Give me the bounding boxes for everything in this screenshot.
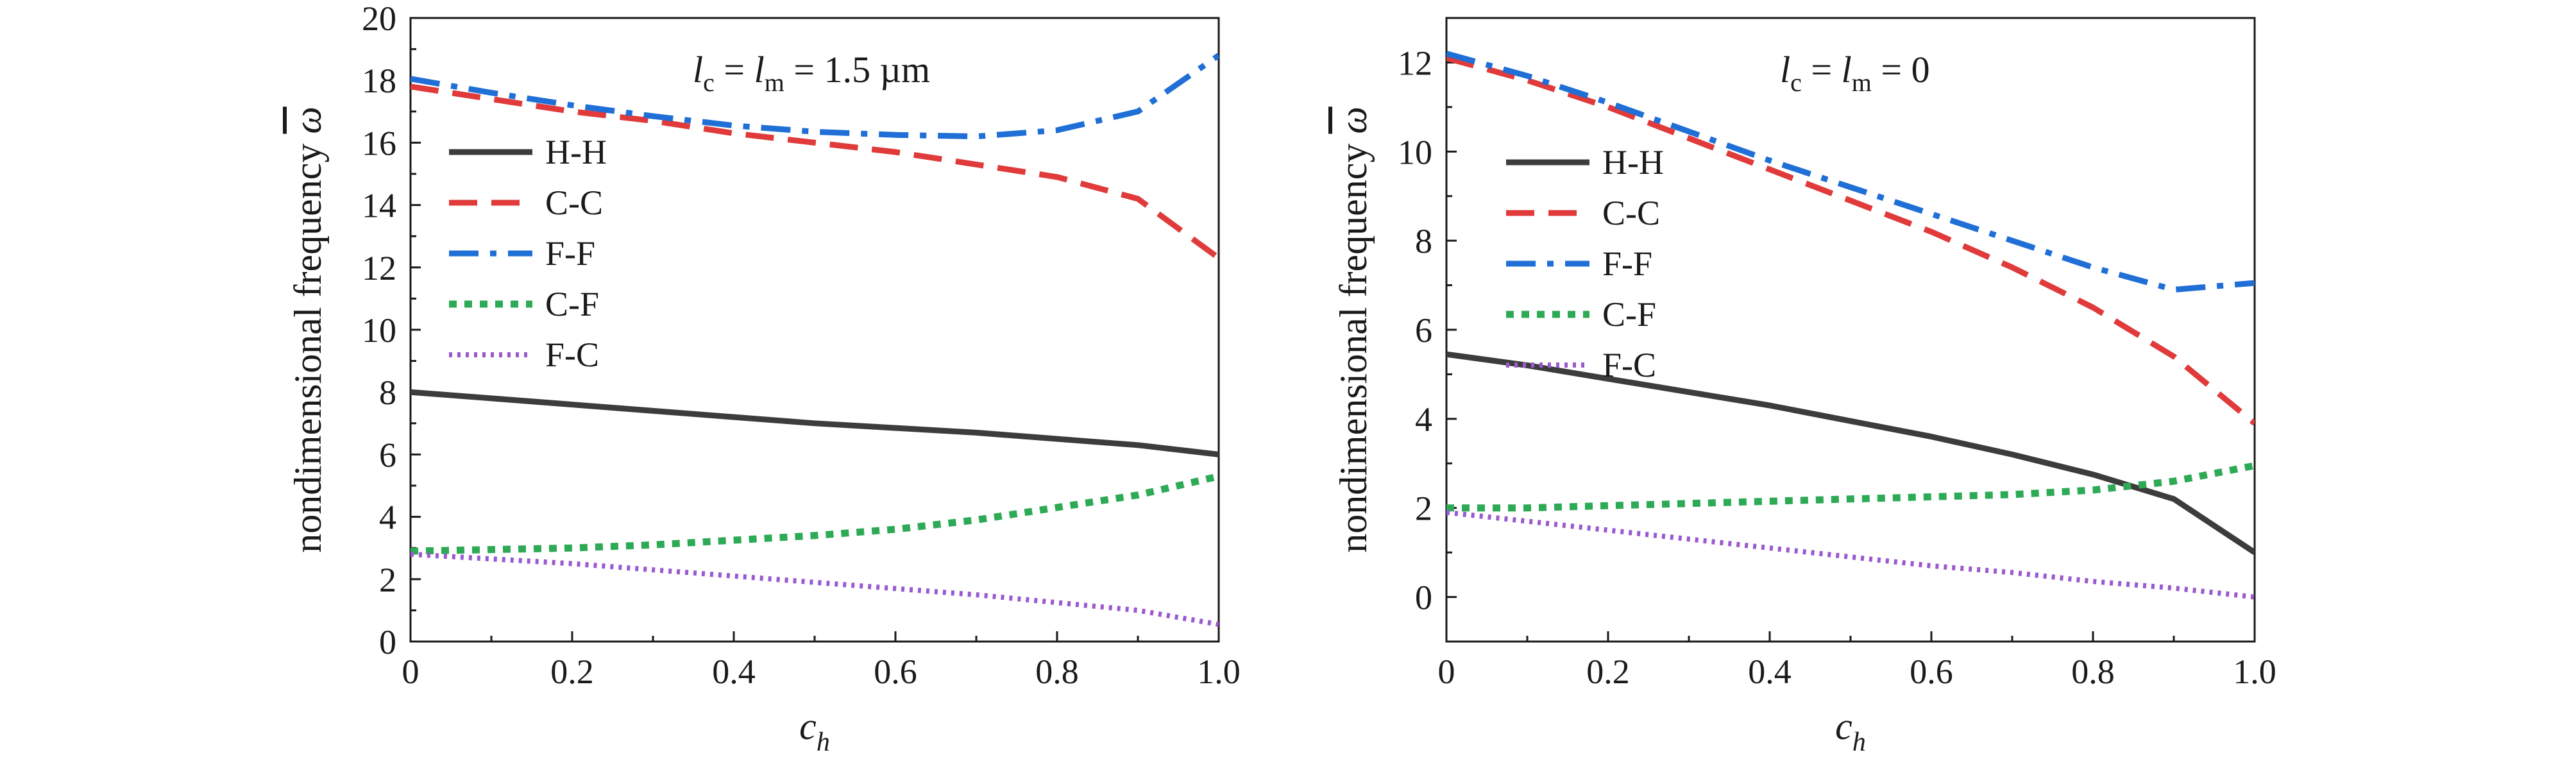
x-tick-label: 0.4 xyxy=(1748,652,1792,691)
x-tick-label: 0.2 xyxy=(1586,652,1630,691)
parameter-annotation: lc = lm = 1.5 µm xyxy=(693,49,930,97)
y-tick-label: 14 xyxy=(362,187,396,225)
y-tick-label: 4 xyxy=(1415,400,1432,439)
y-tick-label: 6 xyxy=(379,436,396,474)
y-tick-label: 12 xyxy=(1398,44,1432,82)
legend-label-h-h: H-H xyxy=(545,133,607,171)
x-tick-label: 0.8 xyxy=(1035,652,1079,691)
y-tick-label: 2 xyxy=(1415,489,1432,528)
legend-label-f-c: F-C xyxy=(545,336,599,374)
legend-label-c-f: C-F xyxy=(1602,295,1656,334)
legend-label-f-c: F-C xyxy=(1602,346,1656,384)
series-line-h-h xyxy=(1446,351,2255,555)
y-tick-label: 0 xyxy=(379,623,396,661)
series-line-c-c xyxy=(411,83,1219,260)
series-line-f-f xyxy=(1446,51,2255,293)
series-line-f-f xyxy=(411,53,1219,140)
legend-label-h-h: H-H xyxy=(1602,143,1664,182)
y-tick-label: 8 xyxy=(1415,222,1432,260)
y-tick-label: 10 xyxy=(1398,133,1432,171)
x-axis-label: ch xyxy=(799,705,830,757)
x-tick-label: 0 xyxy=(402,652,419,691)
legend-label-c-c: C-C xyxy=(545,183,603,222)
chart-panel-left: 0 0.2 0.4 0.6 0.8 1.0 0 2 4 6 8 10 12 14 16 18 20 ch nondi… xyxy=(287,0,1241,757)
y-tick-label: 18 xyxy=(362,62,396,100)
x-tick-label: 1.0 xyxy=(1197,652,1241,691)
y-tick-label: 0 xyxy=(1415,579,1432,617)
plot-frame xyxy=(409,17,1220,643)
legend-label-f-f: F-F xyxy=(1602,244,1652,283)
x-tick-label: 0.6 xyxy=(1910,652,1953,691)
legend: H-H C-C F-F C-F F-C xyxy=(1506,143,1664,384)
x-tick-label: 0.6 xyxy=(874,652,917,691)
x-axis-label: ch xyxy=(1835,705,1866,757)
y-tick-label: 4 xyxy=(379,498,396,537)
x-tick-label: 0.8 xyxy=(2071,652,2115,691)
x-tick-label: 0.4 xyxy=(712,652,756,691)
parameter-annotation: lc = lm = 0 xyxy=(1780,49,1930,97)
y-tick-label: 12 xyxy=(362,249,396,287)
series-line-c-f xyxy=(411,473,1219,555)
y-tick-label: 16 xyxy=(362,124,396,162)
y-tick-label: 8 xyxy=(379,373,396,412)
series-line-f-c xyxy=(1446,509,2255,600)
series-line-c-f xyxy=(1446,462,2255,512)
x-tick-label: 0 xyxy=(1438,652,1455,691)
y-axis-label: nondimensional frequency ω xyxy=(287,106,329,553)
x-tick-label: 0.2 xyxy=(550,652,594,691)
legend-label-c-f: C-F xyxy=(545,285,599,323)
series-line-c-c xyxy=(1446,55,2255,426)
chart-panel-right: 0 0.2 0.4 0.6 0.8 1.0 0 2 4 6 8 10 12 ch nondimensiona… xyxy=(1332,17,2276,757)
y-tick-label: 2 xyxy=(379,561,396,599)
y-tick-label: 20 xyxy=(362,0,396,38)
series-line-h-h xyxy=(411,389,1219,457)
legend: H-H C-C F-F C-F F-C xyxy=(449,133,607,374)
y-tick-label: 10 xyxy=(362,311,396,350)
series-line-f-c xyxy=(411,551,1219,627)
x-tick-label: 1.0 xyxy=(2233,652,2276,691)
y-tick-label: 6 xyxy=(1415,311,1432,350)
legend-label-c-c: C-C xyxy=(1602,194,1660,232)
legend-label-f-f: F-F xyxy=(545,234,595,273)
y-axis-label: nondimensional frequency ω xyxy=(1332,106,1375,553)
